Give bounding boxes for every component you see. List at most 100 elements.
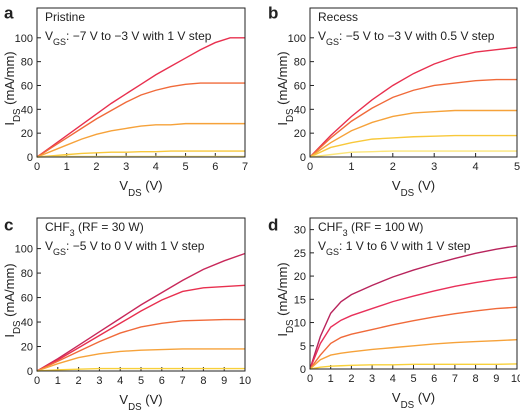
plot-frame (309, 7, 518, 158)
y-tick-label: 100 (15, 244, 33, 256)
series-line (309, 78, 517, 158)
annotation: VGS: −5 V to −3 V with 0.5 V step (318, 29, 495, 47)
series-line (36, 122, 245, 158)
y-tick-label: 40 (294, 104, 306, 116)
x-tick-label: 3 (123, 161, 129, 173)
y-axis-label: IDS (mA/mm) (275, 51, 296, 125)
panel-letter: b (268, 3, 278, 22)
panel-title-part: CHF (318, 220, 343, 234)
y-axis-label-part: (mA/mm) (2, 263, 17, 320)
annotation: VGS: −7 V to −3 V with 1 V step (45, 29, 212, 47)
x-axis-label-part: V (119, 178, 128, 193)
series-line (36, 367, 245, 372)
x-axis-label-part: (V) (414, 178, 435, 193)
x-tick-label: 7 (452, 373, 458, 385)
x-axis-label-part: DS (401, 400, 415, 411)
y-tick-label: 0 (300, 152, 306, 164)
annotation-part: : −7 V to −3 V with 1 V step (66, 29, 212, 43)
y-tick-label: 0 (27, 152, 33, 164)
series-line (36, 284, 246, 372)
series-line (309, 276, 518, 370)
series-line (309, 109, 517, 158)
x-tick-label: 1 (64, 161, 70, 173)
x-tick-label: 5 (183, 161, 189, 173)
panel-title: CHF3 (RF = 100 W) (318, 220, 423, 238)
x-axis-label: VDS (V) (119, 392, 162, 413)
x-tick-label: 0 (307, 373, 313, 385)
panel-letter: c (4, 215, 13, 234)
y-axis-label: IDS (mA/mm) (275, 262, 296, 336)
series-line (36, 82, 245, 158)
y-tick-label: 0 (300, 364, 306, 376)
y-tick-label: 25 (294, 248, 306, 260)
y-tick-label: 80 (21, 268, 33, 280)
y-tick-label: 0 (27, 366, 33, 378)
panel-title-part: Recess (318, 10, 358, 24)
y-axis-label-part: I (2, 334, 17, 338)
panel-title-part: 3 (343, 228, 348, 238)
annotation-part: GS (326, 37, 339, 47)
plot-frame (36, 217, 246, 372)
panel-title-part: Pristine (45, 10, 85, 24)
series-line (309, 363, 518, 370)
series-line (309, 306, 518, 370)
y-axis-label-part: I (2, 122, 17, 126)
panel-letter: a (4, 3, 14, 22)
y-tick-label: 40 (21, 104, 33, 116)
x-axis-label: VDS (V) (392, 390, 435, 411)
y-tick-label: 80 (294, 57, 306, 69)
panel-title: Recess (318, 10, 358, 24)
y-axis-label-part: DS (285, 108, 296, 122)
annotation-part: V (45, 239, 53, 253)
series-line (36, 150, 245, 158)
x-axis-label-part: DS (128, 188, 142, 199)
series-line (309, 245, 518, 370)
x-tick-label: 0 (34, 161, 40, 173)
y-tick-label: 20 (21, 128, 33, 140)
x-tick-label: 2 (76, 375, 82, 387)
annotation-part: : −5 V to −3 V with 0.5 V step (339, 29, 495, 43)
y-axis-label-part: DS (12, 320, 23, 334)
x-axis-label-part: (V) (142, 392, 163, 407)
x-tick-label: 8 (200, 375, 206, 387)
x-axis-label-part: DS (128, 402, 142, 413)
x-tick-label: 0 (34, 375, 40, 387)
x-tick-label: 2 (348, 373, 354, 385)
series-line (36, 252, 246, 372)
y-tick-label: 100 (15, 33, 33, 45)
series-line (309, 46, 518, 158)
y-tick-label: 20 (294, 271, 306, 283)
series-line (36, 348, 245, 372)
x-axis-label: VDS (V) (119, 178, 162, 199)
y-tick-label: 5 (300, 341, 306, 353)
series-line (309, 134, 517, 158)
x-axis-label-part: DS (401, 188, 415, 199)
x-tick-label: 1 (328, 373, 334, 385)
annotation-part: : −5 V to 0 V with 1 V step (66, 239, 205, 253)
x-axis-label-part: V (119, 392, 128, 407)
y-axis-label-part: I (275, 333, 290, 337)
x-tick-label: 0 (307, 161, 313, 173)
y-axis-label-part: (mA/mm) (275, 262, 290, 319)
x-tick-label: 10 (239, 375, 251, 387)
x-axis-label-part: V (392, 390, 401, 405)
y-tick-label: 60 (294, 80, 306, 92)
x-tick-label: 4 (390, 373, 396, 385)
x-tick-label: 2 (93, 161, 99, 173)
panel-title: CHF3 (RF = 30 W) (45, 220, 144, 238)
panel-title-part: (RF = 30 W) (75, 220, 144, 234)
y-axis-label-part: (mA/mm) (2, 51, 17, 108)
panel-letter: d (268, 215, 278, 234)
annotation-part: GS (53, 247, 66, 257)
series-line (36, 318, 245, 372)
x-tick-label: 6 (159, 375, 165, 387)
x-tick-label: 9 (493, 373, 499, 385)
annotation-part: V (318, 29, 326, 43)
x-tick-label: 3 (431, 161, 437, 173)
y-axis-label: IDS (mA/mm) (2, 263, 23, 337)
x-tick-label: 10 (511, 373, 520, 385)
series-line (309, 150, 517, 158)
y-tick-label: 30 (294, 225, 306, 237)
